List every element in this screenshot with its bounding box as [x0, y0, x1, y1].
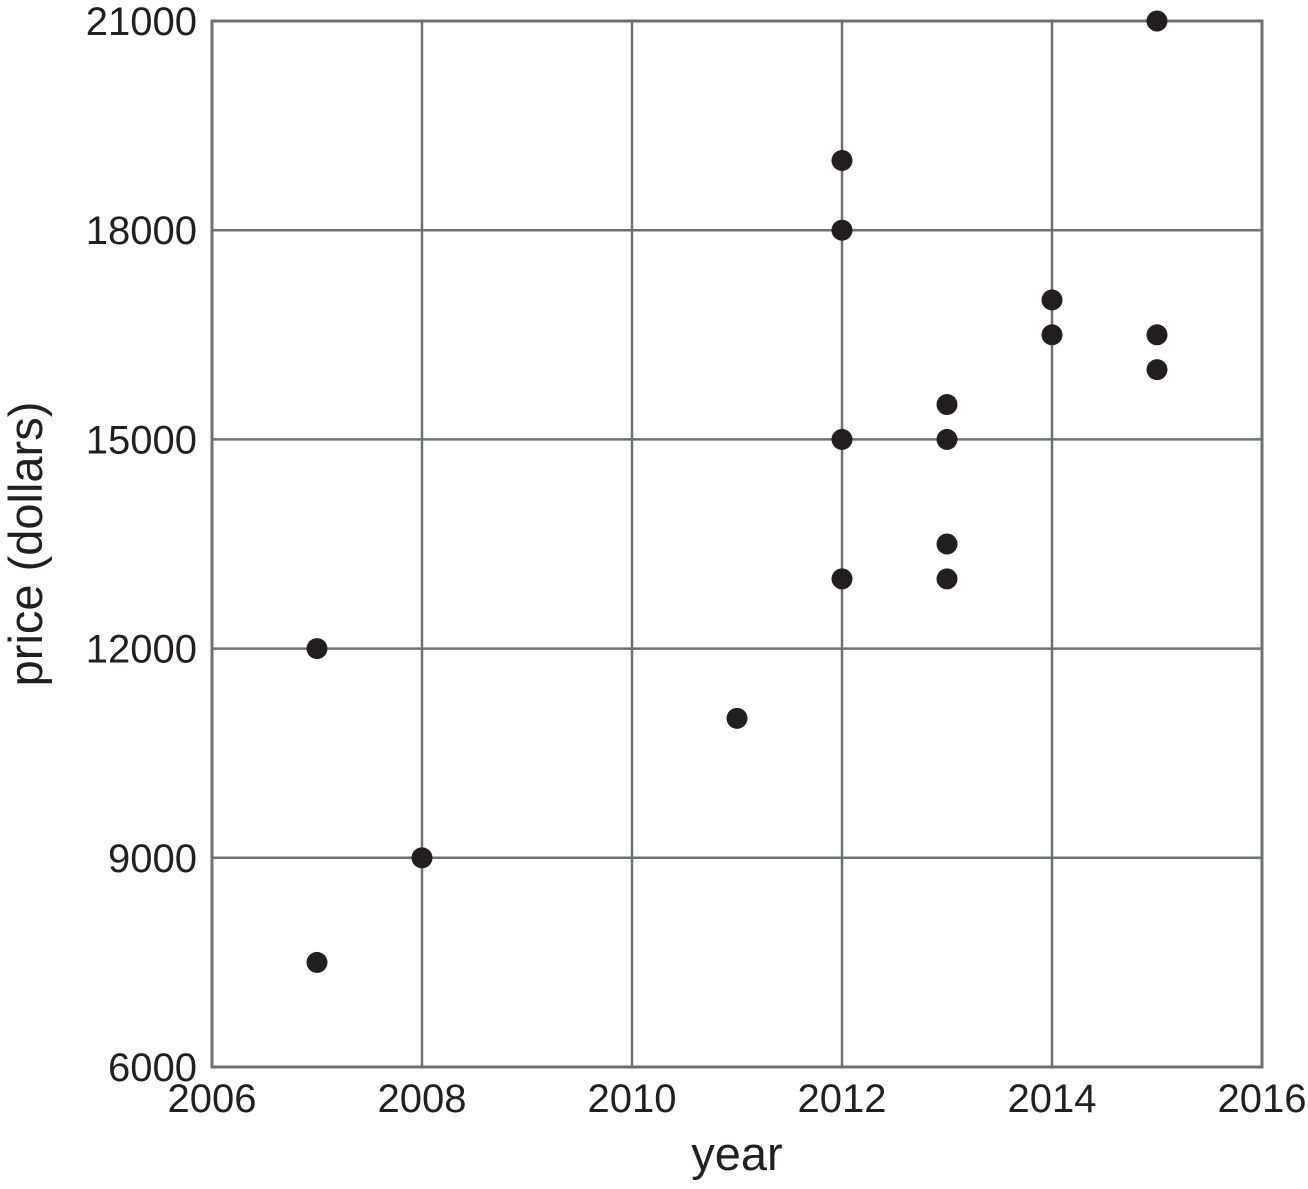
- x-axis-title: year: [691, 1127, 782, 1180]
- y-tick-label: 21000: [86, 0, 197, 44]
- x-tick-label: 2010: [588, 1077, 677, 1121]
- y-tick-label: 12000: [86, 628, 197, 672]
- x-tick-label: 2012: [798, 1077, 887, 1121]
- data-point: [831, 428, 853, 450]
- y-tick-label: 6000: [108, 1046, 197, 1090]
- data-point: [1041, 324, 1063, 346]
- data-point: [1041, 289, 1063, 311]
- data-point: [936, 568, 958, 590]
- y-tick-label: 18000: [86, 209, 197, 253]
- x-axis-tick-labels: 2006 2008 2010 2012 2014 2016: [168, 1077, 1307, 1121]
- data-points-layer: [306, 10, 1168, 973]
- x-tick-label: 2014: [1008, 1077, 1097, 1121]
- gridlines: [212, 21, 1262, 1067]
- x-tick-label: 2006: [168, 1077, 257, 1121]
- data-point: [1146, 10, 1168, 32]
- data-point: [936, 394, 958, 416]
- data-point: [411, 847, 433, 869]
- data-point: [1146, 324, 1168, 346]
- y-tick-label: 9000: [108, 837, 197, 881]
- data-point: [936, 533, 958, 555]
- data-point: [831, 149, 853, 171]
- x-tick-label: 2016: [1218, 1077, 1307, 1121]
- y-tick-label: 15000: [86, 418, 197, 462]
- data-point: [726, 707, 748, 729]
- y-axis-title: price (dollars): [0, 402, 52, 687]
- data-point: [831, 219, 853, 241]
- data-point: [306, 951, 328, 973]
- data-point: [306, 638, 328, 660]
- data-point: [936, 428, 958, 450]
- data-point: [1146, 359, 1168, 381]
- y-axis-tick-labels: 6000 9000 12000 15000 18000 21000: [86, 0, 197, 1090]
- plot-border: [210, 19, 1264, 1069]
- x-tick-label: 2008: [378, 1077, 467, 1121]
- data-point: [831, 568, 853, 590]
